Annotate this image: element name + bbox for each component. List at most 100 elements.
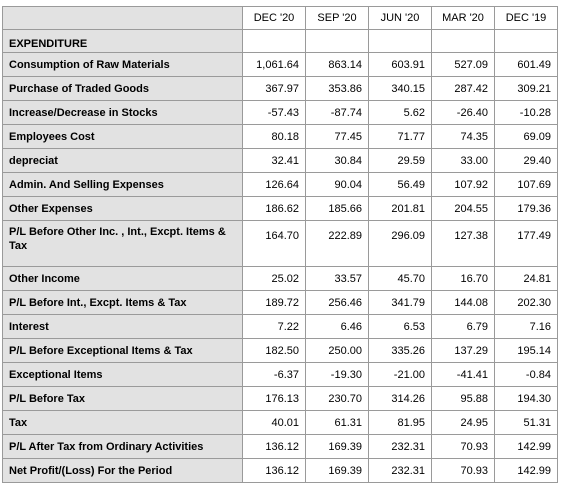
value-cell: 367.97 <box>242 76 306 101</box>
column-header: MAR '20 <box>431 6 495 30</box>
row-label: Employees Cost <box>2 124 243 149</box>
table-row: Employees Cost 80.18 77.45 71.77 74.35 69.09 <box>2 124 558 149</box>
value-cell: 33.57 <box>305 266 369 291</box>
value-cell: 107.92 <box>431 172 495 197</box>
row-label: Net Profit/(Loss) For the Period <box>2 458 243 483</box>
row-label: P/L Before Other Inc. , Int., Excpt. Ite… <box>2 220 243 267</box>
row-label: Increase/Decrease in Stocks <box>2 100 243 125</box>
value-cell: 201.81 <box>368 196 432 221</box>
row-label: Admin. And Selling Expenses <box>2 172 243 197</box>
row-label: Purchase of Traded Goods <box>2 76 243 101</box>
table-row: Tax 40.01 61.31 81.95 24.95 51.31 <box>2 410 558 435</box>
value-cell: 202.30 <box>494 290 558 315</box>
value-cell: 194.30 <box>494 386 558 411</box>
value-cell: 232.31 <box>368 458 432 483</box>
table-row: Other Income 25.02 33.57 45.70 16.70 24.81 <box>2 266 558 291</box>
value-cell: 353.86 <box>305 76 369 101</box>
value-cell: 24.81 <box>494 266 558 291</box>
value-cell: 179.36 <box>494 196 558 221</box>
value-cell: 189.72 <box>242 290 306 315</box>
value-cell: -41.41 <box>431 362 495 387</box>
value-cell: 256.46 <box>305 290 369 315</box>
value-cell: 137.29 <box>431 338 495 363</box>
column-header: SEP '20 <box>305 6 369 30</box>
value-cell: 5.62 <box>368 100 432 125</box>
table-row: depreciat 32.41 30.84 29.59 33.00 29.40 <box>2 148 558 173</box>
value-cell: 169.39 <box>305 434 369 459</box>
value-cell: 335.26 <box>368 338 432 363</box>
value-cell: 29.40 <box>494 148 558 173</box>
value-cell: 250.00 <box>305 338 369 363</box>
value-cell: 71.77 <box>368 124 432 149</box>
value-cell: 230.70 <box>305 386 369 411</box>
empty-cell <box>494 29 558 53</box>
header-row: DEC '20 SEP '20 JUN '20 MAR '20 DEC '19 <box>2 6 558 30</box>
value-cell: 142.99 <box>494 458 558 483</box>
value-cell: 40.01 <box>242 410 306 435</box>
value-cell: -19.30 <box>305 362 369 387</box>
value-cell: 74.35 <box>431 124 495 149</box>
value-cell: 136.12 <box>242 434 306 459</box>
value-cell: 24.95 <box>431 410 495 435</box>
table-row: Net Profit/(Loss) For the Period 136.12 16… <box>2 458 558 483</box>
section-row: EXPENDITURE <box>2 29 558 53</box>
column-header: DEC '20 <box>242 6 306 30</box>
column-header: JUN '20 <box>368 6 432 30</box>
value-cell: 33.00 <box>431 148 495 173</box>
row-label: P/L After Tax from Ordinary Activities <box>2 434 243 459</box>
financial-results-table: DEC '20 SEP '20 JUN '20 MAR '20 DEC '19 … <box>2 6 558 483</box>
table-row: Interest 7.22 6.46 6.53 6.79 7.16 <box>2 314 558 339</box>
row-label: Tax <box>2 410 243 435</box>
value-cell: 30.84 <box>305 148 369 173</box>
value-cell: 7.22 <box>242 314 306 339</box>
value-cell: 16.70 <box>431 266 495 291</box>
value-cell: 77.45 <box>305 124 369 149</box>
value-cell: 51.31 <box>494 410 558 435</box>
value-cell: 126.64 <box>242 172 306 197</box>
value-cell: -10.28 <box>494 100 558 125</box>
value-cell: 107.69 <box>494 172 558 197</box>
table-row: P/L Before Int., Excpt. Items & Tax 189.7… <box>2 290 558 315</box>
table-row: P/L Before Exceptional Items & Tax 182.50… <box>2 338 558 363</box>
value-cell: 32.41 <box>242 148 306 173</box>
table-row: Other Expenses 186.62 185.66 201.81 204.55 17… <box>2 196 558 221</box>
table-row: Admin. And Selling Expenses 126.64 90.04 56… <box>2 172 558 197</box>
row-label: Consumption of Raw Materials <box>2 52 243 77</box>
table-row: Exceptional Items -6.37 -19.30 -21.00 -41.41… <box>2 362 558 387</box>
value-cell: 186.62 <box>242 196 306 221</box>
value-cell: 164.70 <box>242 220 306 267</box>
value-cell: 232.31 <box>368 434 432 459</box>
value-cell: 80.18 <box>242 124 306 149</box>
row-label: Interest <box>2 314 243 339</box>
value-cell: 222.89 <box>305 220 369 267</box>
value-cell: -57.43 <box>242 100 306 125</box>
value-cell: 142.99 <box>494 434 558 459</box>
value-cell: 341.79 <box>368 290 432 315</box>
value-cell: 136.12 <box>242 458 306 483</box>
value-cell: 90.04 <box>305 172 369 197</box>
row-label: depreciat <box>2 148 243 173</box>
value-cell: 182.50 <box>242 338 306 363</box>
row-label: Other Income <box>2 266 243 291</box>
table-row: P/L Before Tax 176.13 230.70 314.26 95.88 194… <box>2 386 558 411</box>
value-cell: 7.16 <box>494 314 558 339</box>
value-cell: 177.49 <box>494 220 558 267</box>
value-cell: 309.21 <box>494 76 558 101</box>
value-cell: 29.59 <box>368 148 432 173</box>
value-cell: 527.09 <box>431 52 495 77</box>
value-cell: -21.00 <box>368 362 432 387</box>
value-cell: -26.40 <box>431 100 495 125</box>
value-cell: -6.37 <box>242 362 306 387</box>
value-cell: 6.79 <box>431 314 495 339</box>
column-header: DEC '19 <box>494 6 558 30</box>
value-cell: 1,061.64 <box>242 52 306 77</box>
value-cell: 314.26 <box>368 386 432 411</box>
empty-cell <box>305 29 369 53</box>
table-row: Purchase of Traded Goods 367.97 353.86 340.… <box>2 76 558 101</box>
value-cell: 204.55 <box>431 196 495 221</box>
value-cell: 95.88 <box>431 386 495 411</box>
value-cell: 601.49 <box>494 52 558 77</box>
value-cell: 25.02 <box>242 266 306 291</box>
value-cell: 70.93 <box>431 458 495 483</box>
table-row: P/L After Tax from Ordinary Activities 13… <box>2 434 558 459</box>
